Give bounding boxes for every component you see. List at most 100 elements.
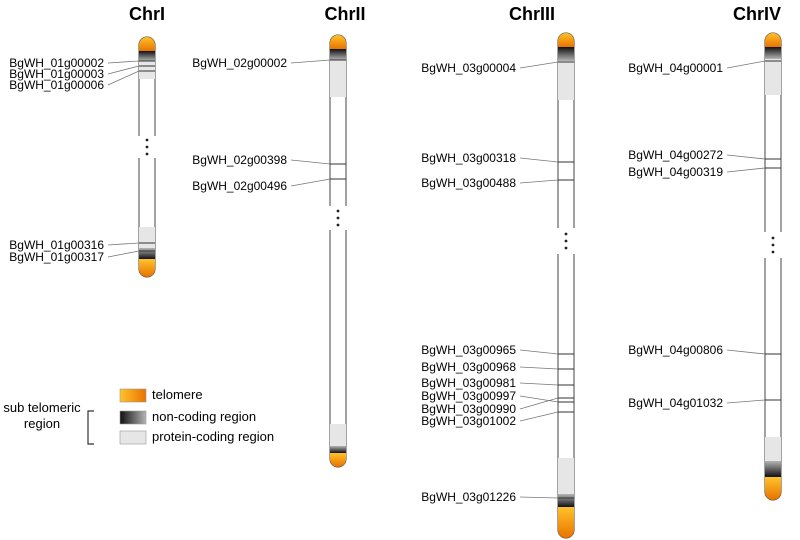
gene-label: BgWH_02g00398 [192, 153, 287, 167]
coding-band [558, 61, 574, 100]
noncoding-band [330, 49, 346, 60]
subtelomeric-label-line2: region [24, 416, 60, 431]
subtelomeric-label-line1: sub telomeric [3, 400, 81, 415]
chromosome-chr4: ChrIV BgWH_04g00001 BgWH_04g00272 BgWH_04g0… [628, 4, 783, 501]
gene-connector-line [107, 250, 140, 258]
break-ellipsis-dot [336, 223, 340, 227]
noncoding-band [765, 47, 781, 59]
gene-label: BgWH_03g01002 [421, 414, 516, 428]
break-ellipsis-dot [771, 236, 775, 240]
chromosome-title-chr3: ChrIII [509, 4, 555, 24]
gene-connector-line [519, 61, 559, 69]
break-ellipsis-dot [145, 152, 149, 156]
gene-connector-line [726, 60, 766, 69]
telomere-band [330, 453, 346, 467]
gene-label: BgWH_03g00990 [421, 402, 516, 416]
break-ellipsis-dot [336, 209, 340, 213]
telomere-band [330, 35, 346, 49]
gene-label: BgWH_01g00006 [9, 78, 104, 92]
gene-label: BgWH_04g00001 [628, 61, 723, 75]
gene-connector-line [290, 178, 331, 187]
gene-connector-line [519, 179, 559, 184]
gene-label: BgWH_03g00318 [421, 151, 516, 165]
break-ellipsis-dot [771, 243, 775, 247]
gene-connector-line [107, 70, 140, 86]
break-ellipsis-dot [564, 239, 568, 243]
gene-connector-line [519, 496, 559, 499]
break-ellipsis-dot [564, 246, 568, 250]
gene-connector-line [107, 242, 140, 246]
gene-label: BgWH_04g01032 [628, 396, 723, 410]
break-ellipsis-dot [145, 145, 149, 149]
gene-label: BgWH_01g00316 [9, 238, 104, 252]
coding-band [765, 59, 781, 95]
legend-swatch-telomere [119, 388, 147, 403]
gene-label: BgWH_01g00003 [9, 67, 104, 81]
telomere-band [765, 477, 781, 500]
coding-band [139, 227, 155, 248]
coding-band [139, 61, 155, 79]
legend: telomere non-coding region protein-coding … [3, 387, 274, 445]
coding-band [558, 458, 574, 494]
gene-label: BgWH_03g00488 [421, 176, 516, 190]
chromosome-chr1: ChrIBgWH_01g00002BgWH_01g00003BgWH_01g00… [9, 4, 165, 278]
gene-label: BgWH_03g00997 [421, 389, 516, 403]
gene-connector-line [107, 65, 140, 75]
gene-label: BgWH_03g00965 [421, 343, 516, 357]
chromosome-bar-chr2 [329, 34, 347, 468]
legend-label-noncoding: non-coding region [152, 409, 256, 424]
chromosome-title-chr4: ChrIV [733, 4, 781, 24]
legend-swatch-coding [119, 430, 147, 445]
telomere-band [139, 37, 155, 51]
noncoding-band [558, 494, 574, 507]
chromosome-chr2: ChrII BgWH_02g00002 BgWH_02g00398 BgWH_02g0… [192, 4, 366, 468]
gene-label: BgWH_02g00002 [192, 56, 287, 70]
telomere-band [558, 33, 574, 47]
gene-label: BgWH_01g00002 [9, 56, 104, 70]
gene-connector-line [519, 349, 559, 355]
gene-label: BgWH_04g00319 [628, 165, 723, 179]
noncoding-band [330, 446, 346, 453]
chromosome-bar-chr4 [764, 32, 782, 501]
legend-label-coding: protein-coding region [152, 429, 274, 444]
gene-connector-line [519, 366, 559, 370]
gene-connector-line [519, 382, 559, 386]
gene-connector-line [290, 59, 331, 64]
coding-band [330, 60, 346, 97]
telomere-band [765, 33, 781, 47]
chromosome-title-chr2: ChrII [324, 4, 365, 24]
break-ellipsis-dot [145, 138, 149, 142]
break-ellipsis-dot [336, 216, 340, 220]
coding-band [765, 437, 781, 461]
gene-connector-line [726, 167, 766, 173]
coding-band [330, 424, 346, 446]
gene-label: BgWH_03g00004 [421, 61, 516, 75]
gene-label: BgWH_03g01226 [421, 490, 516, 504]
gene-connector-line [726, 154, 766, 160]
chromosome-chr3: ChrIII BgWH_03g00004 BgWH_03g00318 BgWH_03g… [421, 4, 576, 539]
gene-label: BgWH_01g00317 [9, 250, 104, 264]
gene-connector-line [290, 159, 331, 165]
gene-connector-line [107, 60, 140, 64]
gene-connector-line [519, 397, 559, 410]
subtelomeric-bracket [87, 410, 94, 445]
gene-connector-line [726, 399, 766, 404]
telomere-band [558, 507, 574, 538]
noncoding-band [558, 47, 574, 61]
legend-swatch-noncoding [119, 410, 147, 425]
noncoding-band [139, 248, 155, 259]
gene-label: BgWH_03g00981 [421, 376, 516, 390]
gene-label: BgWH_03g00968 [421, 360, 516, 374]
chromosome-title-chr1: ChrI [129, 4, 165, 24]
gene-connector-line [519, 395, 559, 403]
telomere-band [139, 259, 155, 277]
break-ellipsis-dot [771, 250, 775, 254]
break-ellipsis-dot [564, 232, 568, 236]
gene-connector-line [519, 157, 559, 163]
gene-connector-line [726, 349, 766, 355]
gene-label: BgWH_04g00806 [628, 343, 723, 357]
gene-connector-line [519, 411, 559, 422]
noncoding-band [139, 51, 155, 61]
